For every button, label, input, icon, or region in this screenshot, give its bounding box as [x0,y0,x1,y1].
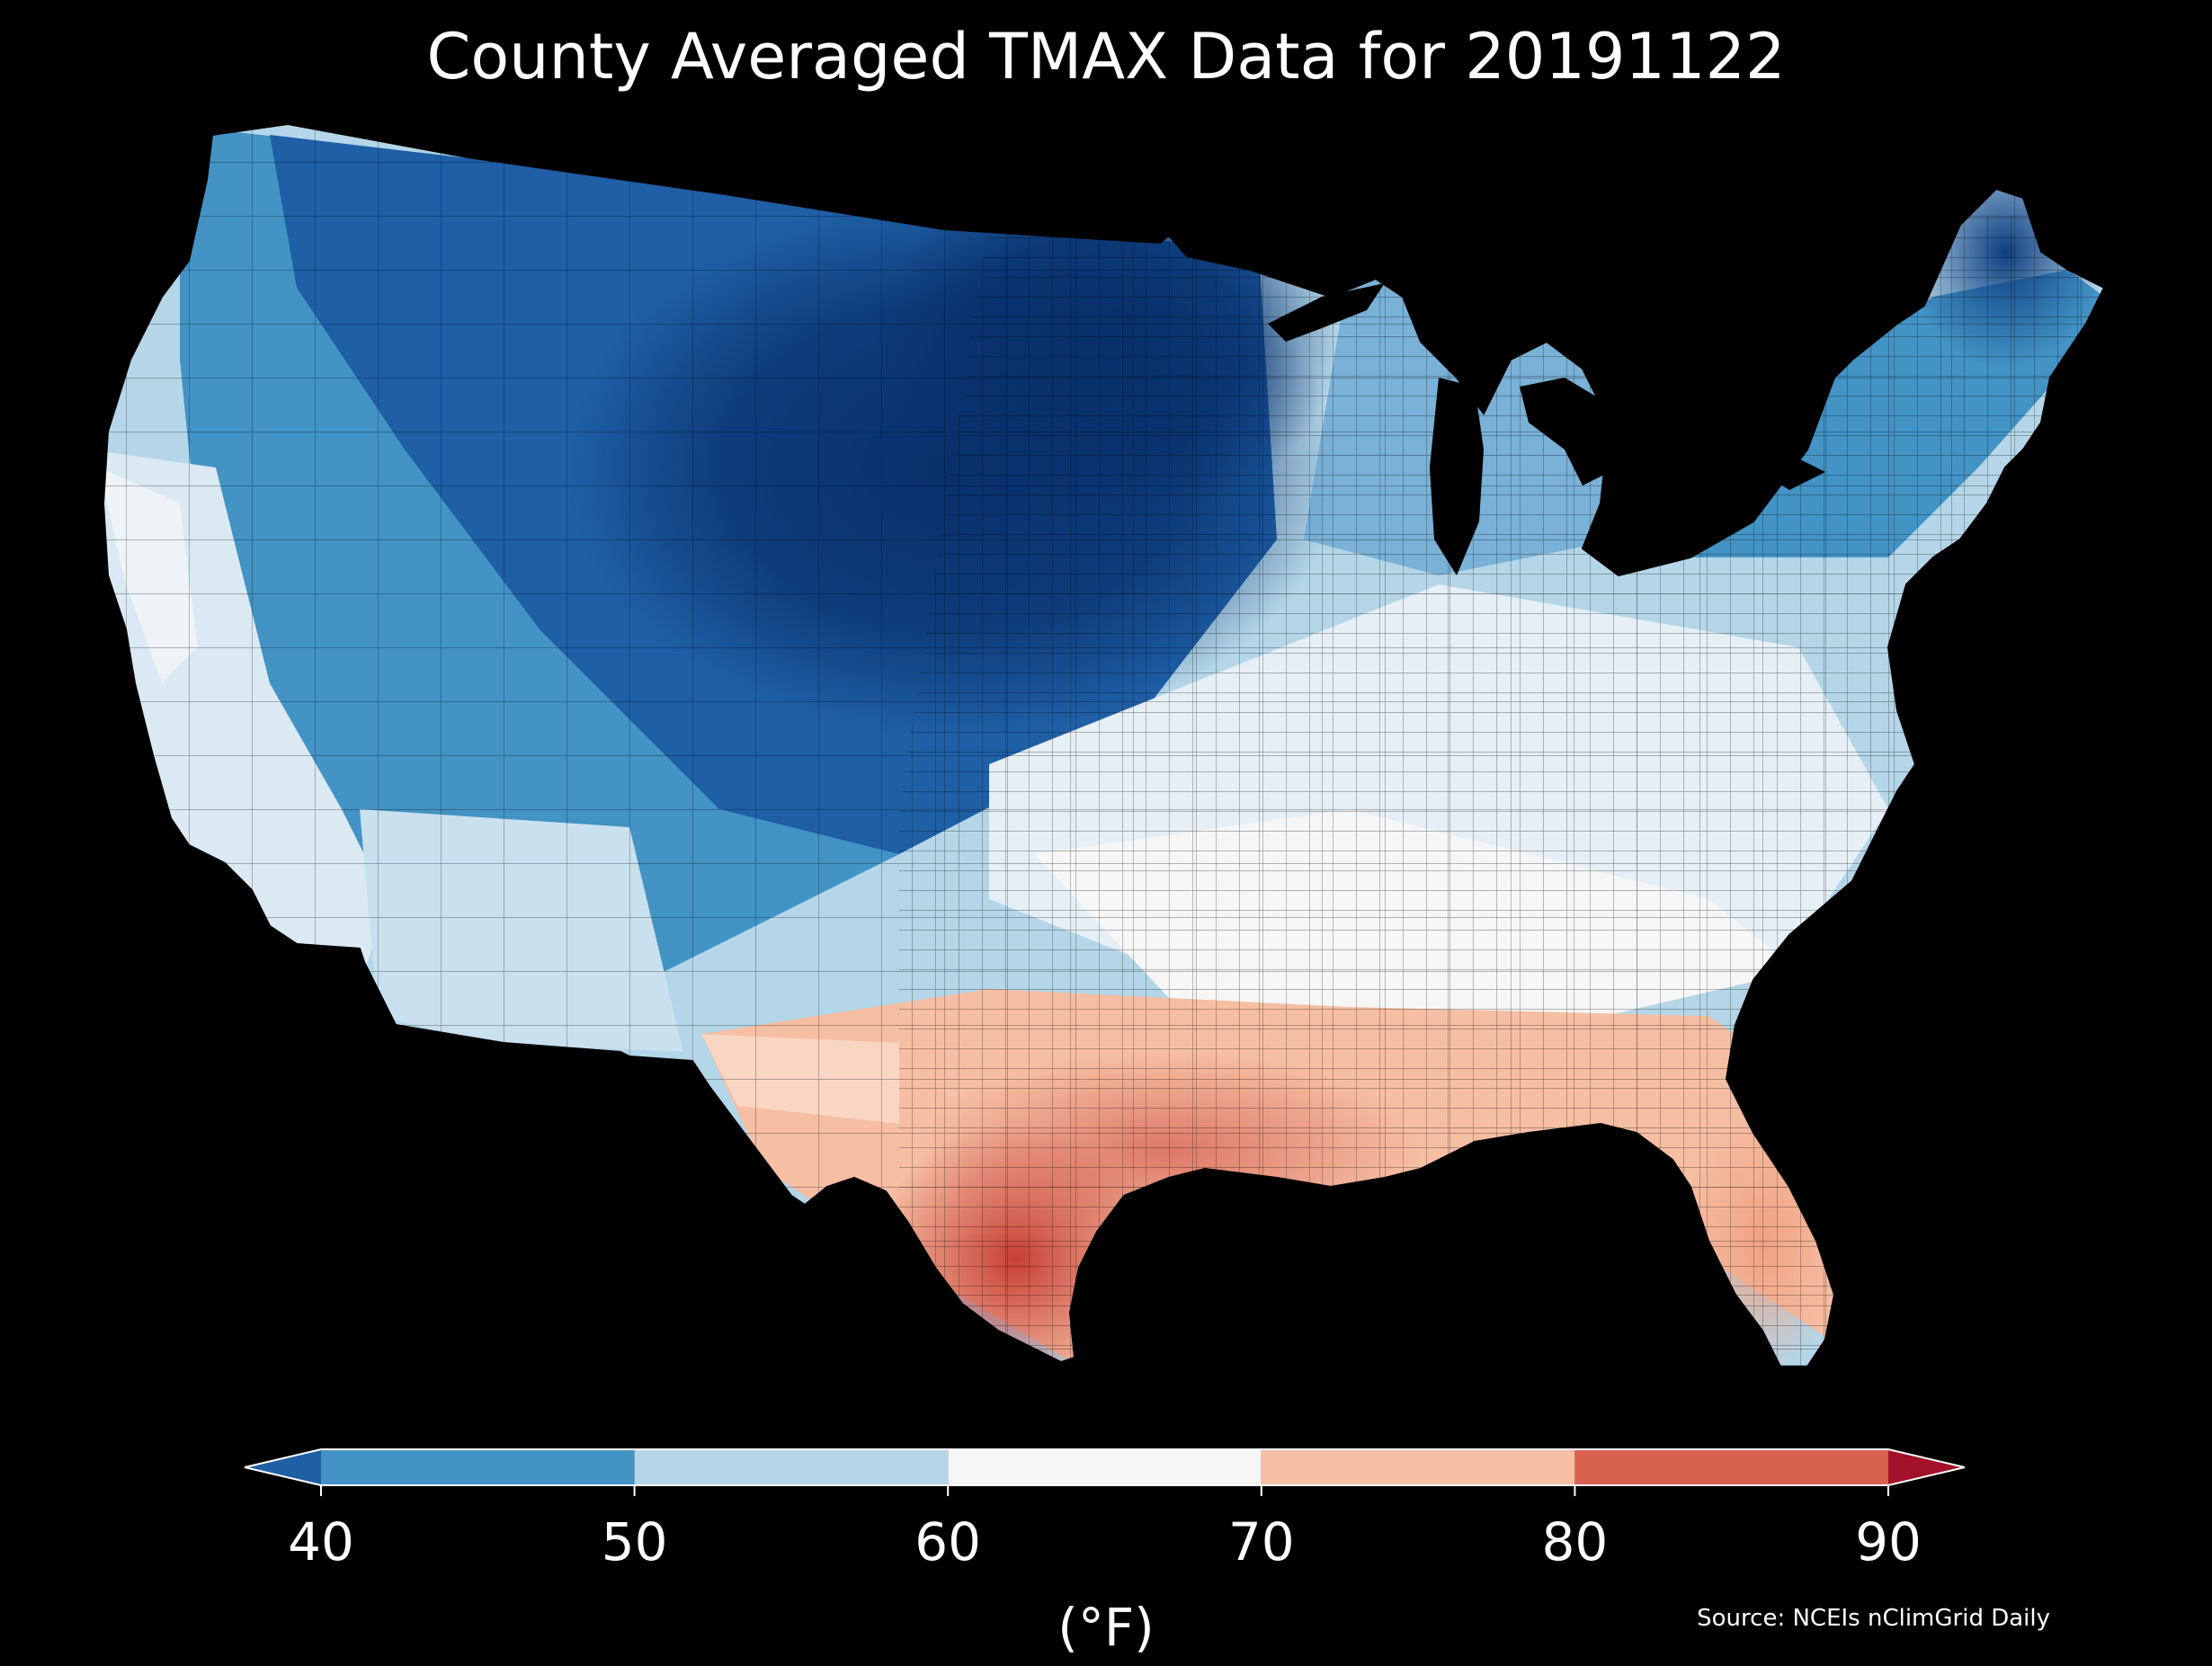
us-outline [102,122,2106,1368]
colorbar-tick-label: 50 [601,1511,668,1572]
colorbar-unit-label: (°F) [1057,1597,1155,1658]
source-label: Source: NCEIs nClimGrid Daily [1697,1605,2050,1632]
colorbar-tick-label: 60 [914,1511,982,1572]
colorbar-tick-label: 90 [1855,1511,1922,1572]
colorbar-tick-label: 80 [1541,1511,1609,1572]
great-lakes [1268,283,1825,575]
colorbar-tick-label: 70 [1227,1511,1295,1572]
colorbar-tick-label: 40 [288,1511,354,1572]
map-title: County Averaged TMAX Data for 20191122 [426,20,1786,94]
